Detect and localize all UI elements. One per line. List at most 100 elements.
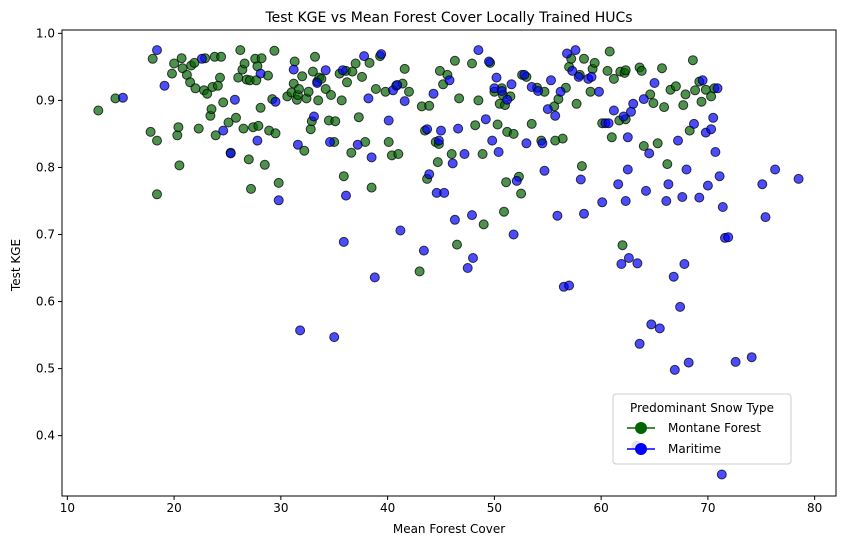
data-point-maritime (537, 138, 548, 149)
data-point-montane-forest (690, 85, 701, 96)
x-tick-label: 70 (700, 501, 715, 515)
data-point-montane-forest (638, 141, 649, 151)
data-point-maritime (337, 65, 348, 76)
data-point-montane-forest (571, 98, 582, 109)
data-point-maritime (433, 135, 444, 146)
data-point-maritime (632, 258, 643, 269)
data-point-maritime (555, 86, 566, 97)
data-point-maritime (295, 325, 306, 336)
data-point-montane-forest (173, 122, 184, 133)
data-point-montane-forest (255, 102, 266, 113)
y-tick-label: 0.7 (36, 228, 55, 242)
data-point-maritime (714, 171, 725, 182)
data-point-montane-forest (370, 84, 381, 94)
data-point-maritime (683, 357, 694, 368)
data-point-maritime (487, 135, 498, 146)
data-point-maritime (546, 75, 556, 86)
data-point-montane-forest (608, 73, 619, 84)
data-point-montane-forest (218, 97, 229, 108)
data-point-maritime (644, 148, 655, 159)
x-tick-label: 40 (380, 501, 395, 515)
x-tick-label: 50 (487, 501, 502, 515)
data-point-maritime (564, 280, 575, 291)
data-point-montane-forest (678, 100, 689, 111)
data-point-montane-forest (477, 149, 488, 159)
data-point-montane-forest (210, 130, 221, 141)
data-point-maritime (329, 332, 340, 343)
data-point-montane-forest (473, 95, 484, 106)
data-point-montane-forest (508, 128, 519, 139)
data-point-maritime (436, 125, 446, 136)
data-point-maritime (702, 180, 713, 191)
data-point-montane-forest (313, 95, 324, 106)
data-point-maritime (681, 164, 692, 175)
data-point-maritime (638, 94, 649, 105)
data-point-maritime (677, 192, 688, 202)
data-point-maritime (669, 364, 680, 375)
data-point-maritime (473, 45, 484, 56)
data-point-maritime (255, 68, 266, 79)
data-point-montane-forest (338, 171, 349, 182)
data-point-montane-forest (585, 86, 596, 97)
data-point-montane-forest (414, 266, 425, 277)
data-point-maritime (628, 98, 639, 109)
chart-title: Test KGE vs Mean Forest Cover Locally Tr… (264, 10, 632, 26)
data-point-montane-forest (346, 147, 357, 158)
data-point-montane-forest (342, 77, 352, 88)
data-point-maritime (622, 164, 633, 175)
data-point-montane-forest (449, 55, 460, 66)
points-layer (93, 45, 804, 480)
data-point-montane-forest (652, 138, 663, 149)
legend-label-montane-forest: Montane Forest (668, 421, 761, 435)
y-tick-label: 1.0 (36, 26, 55, 40)
data-point-maritime (428, 88, 439, 99)
data-point-maritime (366, 152, 377, 163)
data-point-montane-forest (452, 239, 462, 250)
data-point-maritime (661, 196, 672, 206)
data-point-montane-forest (270, 128, 281, 139)
data-point-montane-forest (259, 159, 270, 170)
data-point-maritime (603, 118, 614, 129)
data-point-maritime (567, 65, 578, 76)
data-point-maritime (712, 83, 723, 94)
data-point-maritime (746, 352, 757, 363)
data-point-maritime (573, 71, 584, 82)
data-point-montane-forest (424, 100, 435, 111)
x-tick-label: 80 (807, 501, 822, 515)
data-point-montane-forest (470, 120, 481, 131)
data-point-maritime (623, 253, 634, 263)
data-point-maritime (550, 110, 561, 121)
data-point-montane-forest (657, 63, 667, 74)
data-point-montane-forest (152, 189, 162, 200)
data-point-maritime (363, 93, 374, 104)
data-point-montane-forest (602, 65, 613, 76)
data-point-maritime (597, 197, 608, 208)
data-point-maritime (649, 78, 660, 88)
data-point-maritime (444, 75, 455, 86)
legend-title: Predominant Snow Type (630, 401, 774, 415)
data-point-montane-forest (212, 80, 223, 91)
data-point-montane-forest (216, 51, 227, 62)
legend-marker-montane-forest (635, 422, 647, 434)
data-point-montane-forest (404, 86, 414, 97)
y-tick-label: 0.6 (36, 295, 55, 309)
data-point-maritime (723, 232, 734, 243)
data-point-montane-forest (364, 57, 375, 68)
data-point-maritime (679, 259, 690, 269)
data-point-maritime (710, 147, 721, 157)
data-point-montane-forest (299, 145, 310, 156)
data-point-maritime (270, 96, 281, 107)
data-point-maritime (663, 179, 674, 190)
data-point-montane-forest (432, 157, 443, 168)
data-point-montane-forest (215, 72, 225, 83)
data-point-maritime (462, 263, 473, 273)
data-point-montane-forest (606, 132, 617, 143)
x-tick-label: 30 (273, 501, 288, 515)
data-point-montane-forest (253, 120, 264, 131)
data-point-montane-forest (152, 135, 162, 146)
data-point-maritime (152, 45, 162, 56)
data-point-maritime (675, 301, 686, 312)
data-point-montane-forest (383, 137, 394, 147)
